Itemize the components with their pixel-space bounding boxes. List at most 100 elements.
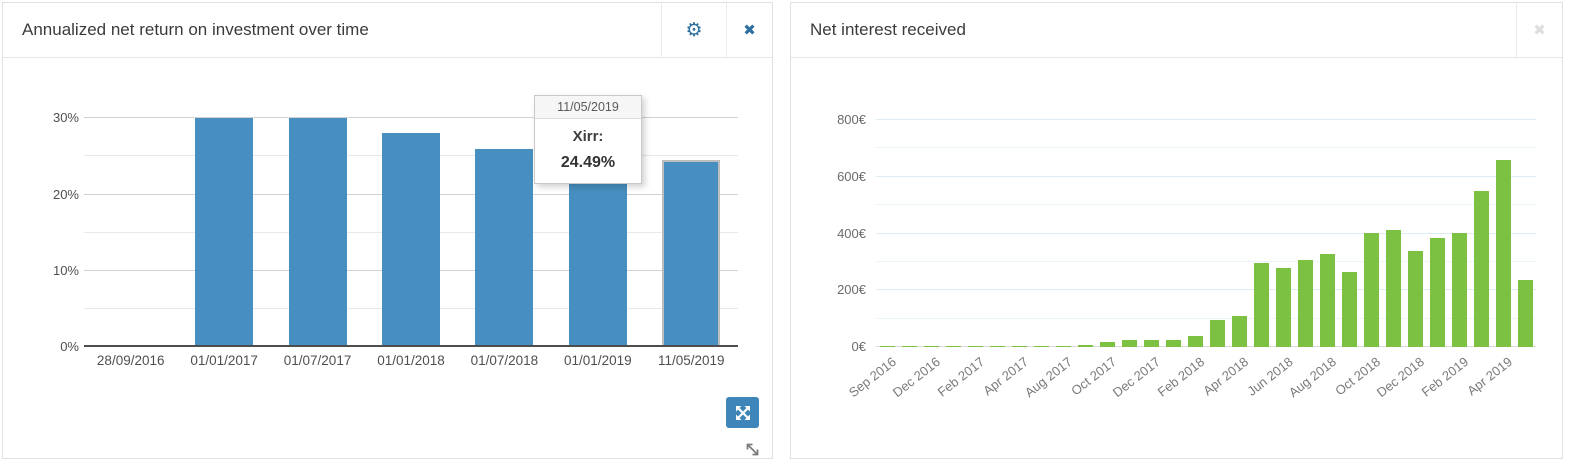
bar-01/07/2018[interactable]	[475, 149, 534, 347]
resize-handle-icon[interactable]	[744, 441, 761, 458]
bar-bar-6[interactable]	[989, 346, 1005, 347]
x-axis-labels: 28/09/2016 01/01/2017 01/07/2017 01/01/2018…	[84, 353, 738, 368]
bar-bar-18[interactable]	[1253, 263, 1269, 347]
bar-bar-19[interactable]	[1275, 268, 1291, 347]
x-axis-line	[84, 345, 738, 347]
bar-bar-13[interactable]	[1143, 340, 1159, 347]
x-axis-tick-label: 01/01/2018	[377, 353, 445, 368]
bar-bar-26[interactable]	[1429, 238, 1445, 347]
tooltip-value: 24.49%	[560, 154, 616, 171]
x-axis-tick-label: Feb 2018	[1154, 354, 1208, 400]
settings-button[interactable]: ⚙	[661, 3, 726, 57]
x-axis-tick-label: 01/01/2019	[564, 353, 632, 368]
panel-net-interest: Net interest received ✖ 0€ 200€ 400€ 600€ 80…	[790, 2, 1563, 459]
bar-bar-16[interactable]	[1209, 320, 1225, 347]
y-axis-tick-label: 20%	[52, 186, 79, 202]
bar-bar-21[interactable]	[1319, 254, 1335, 347]
bar-01/01/2019[interactable]	[568, 175, 627, 347]
x-axis-tick-label: 01/07/2017	[283, 353, 352, 368]
x-axis-tick-label: 01/07/2018	[470, 353, 539, 368]
x-axis-tick-label: Dec 2016	[890, 354, 944, 401]
panel-header: Net interest received ✖	[791, 3, 1562, 58]
gridline-major	[876, 119, 1536, 120]
x-axis-tick-label: Jun 2018	[1243, 354, 1296, 399]
gridline-minor	[876, 204, 1536, 206]
close-icon: ✖	[1533, 20, 1546, 39]
bar-11/05/2019[interactable]	[662, 160, 721, 347]
x-axis-tick-label: 01/01/2017	[190, 353, 258, 368]
chart-plot-area	[876, 119, 1536, 347]
chart-tooltip: 11/05/2019 Xirr: 24.49%	[534, 95, 642, 184]
y-axis-tick-label: 200€	[837, 282, 866, 298]
bar-bar-27[interactable]	[1451, 233, 1467, 347]
bar-bar-22[interactable]	[1341, 272, 1357, 347]
x-axis-tick-label: 11/05/2019	[657, 353, 725, 368]
bar-bar-5[interactable]	[967, 346, 983, 347]
x-axis-tick-label: Apr 2018	[1200, 354, 1252, 399]
x-axis-tick-label: Aug 2018	[1286, 354, 1340, 401]
bar-bar-23[interactable]	[1363, 233, 1379, 347]
expand-arrows-icon	[735, 405, 750, 420]
x-axis-tick-label: Apr 2019	[1464, 354, 1516, 399]
bar-bar-29[interactable]	[1495, 160, 1511, 347]
chart-plot-area	[84, 103, 738, 347]
bar-bar-14[interactable]	[1165, 340, 1181, 347]
bar-bar-9[interactable]	[1055, 346, 1071, 347]
y-axis-tick-label: 0%	[60, 339, 79, 354]
expand-button[interactable]	[726, 397, 759, 428]
panel-header: Annualized net return on investment over…	[3, 3, 772, 58]
bar-bar-7[interactable]	[1011, 346, 1027, 347]
tooltip-date: 11/05/2019	[535, 96, 641, 119]
x-axis-tick-label: Dec 2018	[1374, 354, 1428, 401]
bar-bar-3[interactable]	[923, 346, 939, 347]
close-icon: ✖	[743, 20, 756, 39]
x-axis-tick-label: Feb 2019	[1418, 354, 1472, 400]
x-axis-line	[876, 346, 1536, 347]
bar-bar-2[interactable]	[901, 346, 917, 347]
bar-bar-10[interactable]	[1077, 345, 1093, 347]
bar-bar-28[interactable]	[1473, 191, 1489, 347]
gridline-minor	[876, 147, 1536, 149]
gridline-minor	[876, 260, 1536, 262]
close-widget-button[interactable]: ✖	[1516, 3, 1562, 57]
gridline-major	[876, 175, 1536, 177]
bars-container	[876, 120, 1536, 347]
gridline-major	[84, 117, 738, 119]
y-axis-tick-label: 600€	[837, 168, 866, 184]
x-axis-tick-label: Aug 2017	[1022, 354, 1076, 401]
x-axis-tick-label: Dec 2017	[1110, 354, 1164, 401]
close-widget-button[interactable]: ✖	[726, 3, 772, 57]
gridline-major	[876, 289, 1536, 291]
bar-bar-20[interactable]	[1297, 260, 1313, 347]
bar-bar-30[interactable]	[1517, 280, 1533, 347]
bar-01/01/2017[interactable]	[195, 118, 254, 347]
y-axis-tick-label: 10%	[52, 262, 79, 278]
tooltip-body: Xirr: 24.49%	[535, 119, 641, 183]
bar-bar-17[interactable]	[1231, 316, 1247, 347]
tooltip-series-label: Xirr:	[572, 128, 604, 145]
x-axis-tick-label: Feb 2017	[934, 354, 988, 400]
y-axis-tick-label: 30%	[52, 110, 79, 126]
bar-bar-8[interactable]	[1033, 346, 1049, 347]
bar-bar-1[interactable]	[879, 346, 895, 347]
panel-title: Annualized net return on investment over…	[22, 20, 369, 39]
bar-bar-12[interactable]	[1121, 340, 1137, 347]
x-axis-tick-label: Sep 2016	[846, 354, 900, 401]
bar-01/07/2017[interactable]	[288, 118, 347, 347]
bar-bar-25[interactable]	[1407, 251, 1423, 347]
y-axis-tick-label: 800€	[837, 112, 866, 127]
y-axis-tick-label: 0€	[851, 339, 866, 354]
y-axis-tick-label: 400€	[837, 225, 866, 241]
panel-annualized-return: Annualized net return on investment over…	[2, 2, 773, 459]
bar-01/01/2018[interactable]	[381, 133, 440, 347]
gridline-minor	[876, 317, 1536, 319]
bar-bar-15[interactable]	[1187, 336, 1203, 347]
bar-bar-4[interactable]	[945, 346, 961, 347]
gridline-major	[876, 232, 1536, 234]
bar-bar-24[interactable]	[1385, 230, 1401, 347]
header-actions: ✖	[1516, 3, 1562, 57]
gear-icon: ⚙	[685, 18, 703, 41]
x-axis-tick-label: 28/09/2016	[96, 353, 165, 368]
bar-bar-11[interactable]	[1099, 342, 1115, 347]
